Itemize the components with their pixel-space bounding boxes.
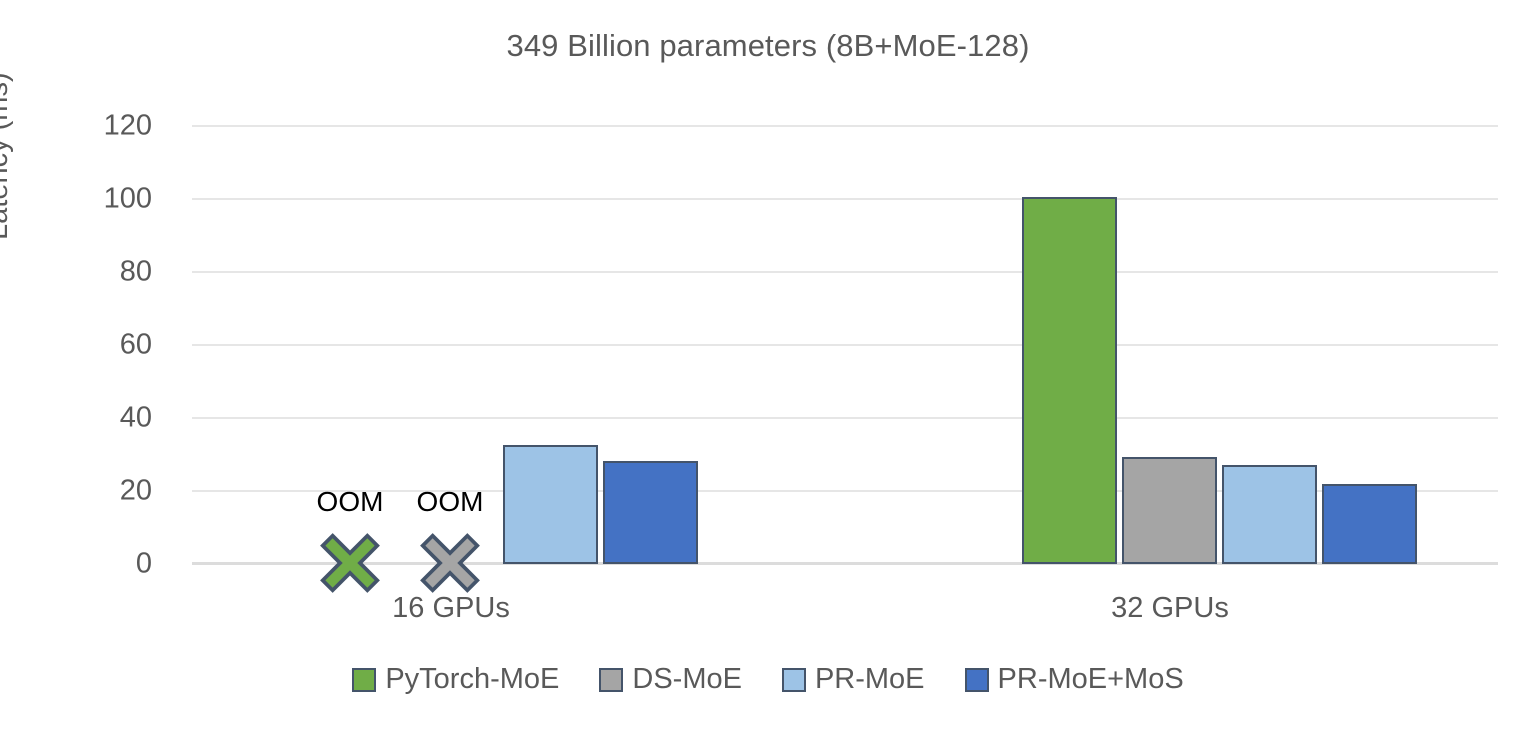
legend-item-pytorch-moe[interactable]: PyTorch-MoE xyxy=(352,663,559,696)
x-axis-line xyxy=(192,562,1498,565)
gridline xyxy=(192,198,1498,200)
oom-marker-ds-moe-16-gpus: OOM xyxy=(403,486,498,593)
gridline xyxy=(192,344,1498,346)
oom-label: OOM xyxy=(316,486,384,517)
bar-pr-moe-mos-16-gpus[interactable] xyxy=(602,461,698,564)
y-axis-tick-label: 0 xyxy=(135,547,152,580)
chart-title: 349 Billion parameters (8B+MoE-128) xyxy=(506,28,1030,63)
legend-swatch-icon xyxy=(781,667,806,692)
legend-item-pr-moe[interactable]: PR-MoE xyxy=(781,663,925,696)
legend-label: DS-MoE xyxy=(632,663,742,695)
gridline xyxy=(192,490,1498,492)
y-axis-tick-label: 40 xyxy=(119,401,152,434)
bar-ds-moe-32-gpus[interactable] xyxy=(1121,457,1217,564)
bar-pytorch-moe-32-gpus[interactable] xyxy=(1021,197,1117,564)
x-axis-label-32-gpus: 32 GPUs xyxy=(1111,592,1229,624)
y-axis-tick-label: 20 xyxy=(119,474,152,507)
legend-label: PR-MoE+MoS xyxy=(997,663,1184,695)
bar-pr-moe-mos-32-gpus[interactable] xyxy=(1321,483,1417,564)
legend-label: PyTorch-MoE xyxy=(385,663,560,695)
plot-area: OOM OOM xyxy=(192,125,1498,593)
y-axis-tick-label: 100 xyxy=(103,182,152,215)
chart-legend: PyTorch-MoE DS-MoE PR-MoE PR-MoE+MoS xyxy=(0,663,1536,696)
x-axis-label-16-gpus: 16 GPUs xyxy=(392,592,510,624)
x-cross-icon xyxy=(320,533,380,593)
legend-swatch-icon xyxy=(964,667,989,692)
gridline xyxy=(192,125,1498,127)
legend-swatch-icon xyxy=(352,667,377,692)
bar-pr-moe-32-gpus[interactable] xyxy=(1221,465,1317,564)
bar-pr-moe-16-gpus[interactable] xyxy=(502,445,598,564)
legend-label: PR-MoE xyxy=(814,663,925,695)
gridline xyxy=(192,417,1498,419)
gridline xyxy=(192,271,1498,273)
oom-marker-pytorch-moe-16-gpus: OOM xyxy=(303,486,398,593)
legend-item-ds-moe[interactable]: DS-MoE xyxy=(599,663,742,696)
y-axis-tick-label: 80 xyxy=(119,255,152,288)
legend-item-pr-moe-mos[interactable]: PR-MoE+MoS xyxy=(964,663,1184,696)
y-axis-tick-label: 120 xyxy=(103,109,152,142)
oom-label: OOM xyxy=(416,486,484,517)
x-cross-icon xyxy=(420,533,480,593)
legend-swatch-icon xyxy=(599,667,624,692)
y-axis-tick-label: 60 xyxy=(119,328,152,361)
